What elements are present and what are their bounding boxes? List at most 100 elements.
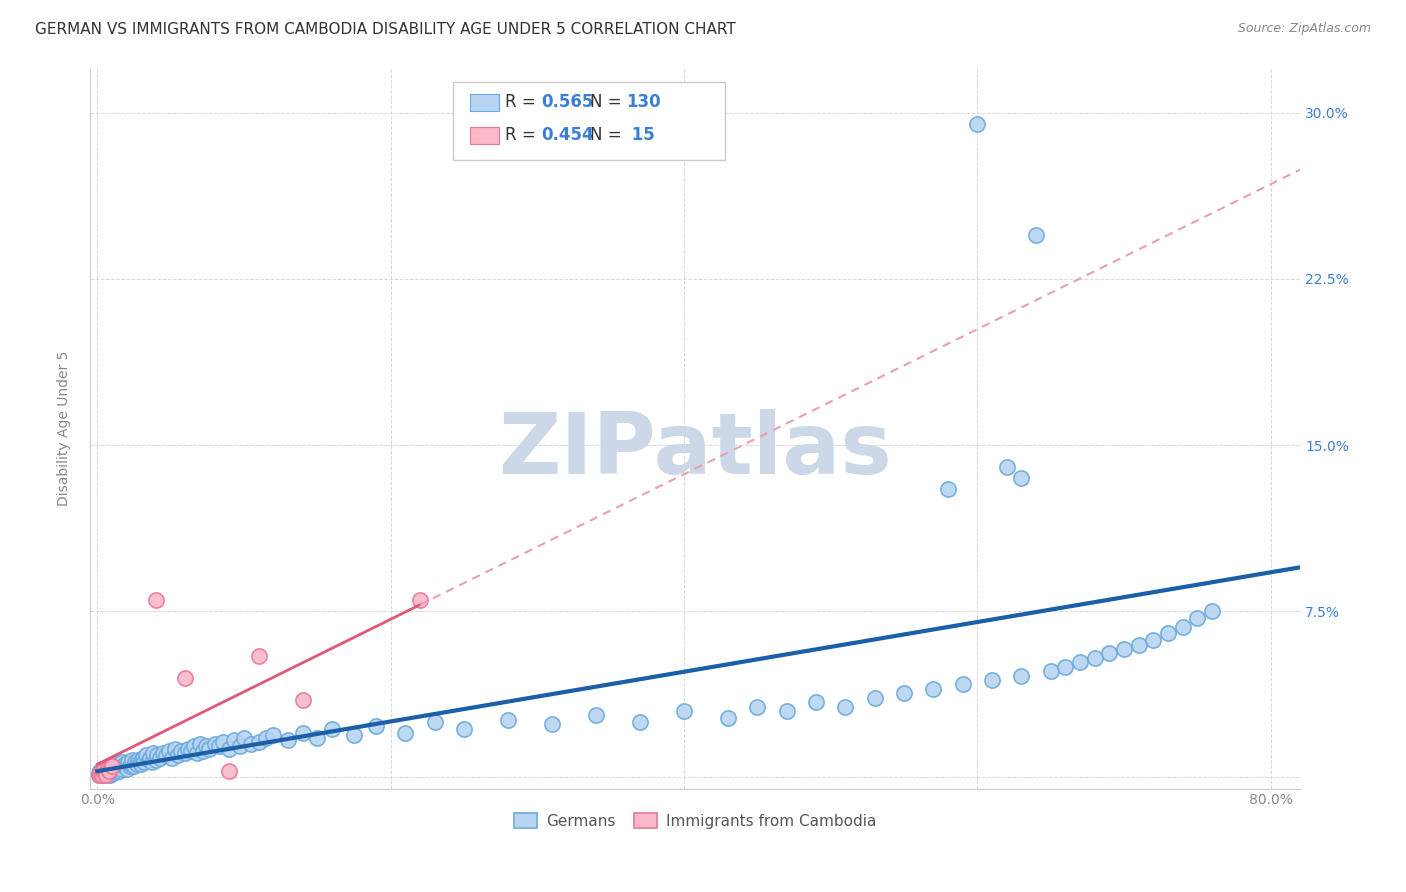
Point: [101, 759, 124, 773]
Point: [1112, 642, 1135, 657]
Point: [1128, 638, 1150, 652]
Point: [157, 744, 180, 758]
Point: [98, 766, 121, 780]
Point: [93, 766, 115, 780]
Point: [103, 766, 125, 780]
Point: [672, 704, 695, 718]
Point: [204, 737, 226, 751]
Point: [409, 593, 432, 607]
Point: [218, 741, 240, 756]
Point: [87, 766, 110, 780]
Point: [1069, 655, 1091, 669]
Point: [124, 755, 146, 769]
Point: [167, 748, 190, 763]
Point: [152, 746, 174, 760]
Point: [191, 744, 214, 758]
Point: [423, 714, 446, 729]
Text: ZIPatlas: ZIPatlas: [498, 409, 891, 491]
Point: [541, 717, 564, 731]
FancyBboxPatch shape: [470, 94, 499, 111]
Point: [107, 759, 129, 773]
Point: [145, 593, 167, 607]
Point: [122, 759, 145, 773]
Point: [94, 768, 117, 782]
Point: [90, 768, 112, 782]
Point: [628, 714, 651, 729]
Point: [98, 764, 121, 778]
Point: [247, 648, 270, 663]
Point: [128, 755, 150, 769]
Point: [110, 762, 132, 776]
Text: Source: ZipAtlas.com: Source: ZipAtlas.com: [1237, 22, 1371, 36]
Point: [218, 764, 240, 778]
Point: [222, 732, 245, 747]
Point: [186, 746, 208, 760]
Point: [112, 759, 135, 773]
Point: [87, 768, 110, 782]
Point: [108, 764, 131, 778]
Point: [96, 768, 118, 782]
Text: 0.454: 0.454: [541, 127, 593, 145]
Point: [114, 757, 136, 772]
Point: [96, 766, 118, 780]
Point: [1010, 668, 1032, 682]
Point: [170, 744, 193, 758]
Text: 130: 130: [626, 94, 661, 112]
Point: [91, 764, 114, 778]
Text: R =: R =: [505, 127, 541, 145]
Point: [1025, 227, 1047, 242]
Point: [262, 728, 284, 742]
Point: [101, 764, 124, 778]
Point: [1084, 650, 1107, 665]
Point: [197, 741, 219, 756]
Point: [233, 731, 256, 745]
Point: [188, 737, 211, 751]
Point: [343, 728, 366, 742]
Point: [307, 731, 329, 745]
Point: [89, 766, 111, 780]
Point: [776, 704, 799, 718]
Point: [94, 766, 117, 780]
Text: N =: N =: [589, 127, 627, 145]
Point: [89, 768, 111, 782]
Point: [1187, 611, 1209, 625]
Text: N =: N =: [589, 94, 627, 112]
Text: 0.565: 0.565: [541, 94, 593, 112]
Point: [90, 768, 112, 782]
Point: [364, 719, 387, 733]
Point: [585, 708, 607, 723]
Point: [149, 750, 172, 764]
Point: [247, 735, 270, 749]
FancyBboxPatch shape: [453, 82, 725, 160]
Point: [183, 739, 205, 754]
Point: [893, 686, 915, 700]
Point: [139, 750, 162, 764]
Point: [94, 764, 117, 778]
Point: [995, 460, 1018, 475]
Point: [104, 764, 127, 778]
Point: [93, 764, 115, 778]
Point: [453, 722, 475, 736]
Point: [89, 766, 111, 780]
Point: [87, 768, 110, 782]
Point: [91, 764, 114, 778]
Point: [96, 762, 118, 776]
FancyBboxPatch shape: [470, 127, 499, 145]
Point: [91, 768, 114, 782]
Point: [1054, 659, 1077, 673]
Point: [291, 726, 314, 740]
Point: [105, 762, 128, 776]
Point: [108, 757, 131, 772]
Point: [174, 746, 197, 760]
Y-axis label: Disability Age Under 5: Disability Age Under 5: [58, 351, 72, 507]
Point: [89, 764, 111, 778]
Point: [127, 753, 149, 767]
Point: [863, 690, 886, 705]
Point: [936, 483, 959, 497]
Point: [174, 671, 197, 685]
Point: [118, 759, 141, 773]
Point: [212, 735, 235, 749]
Point: [134, 755, 156, 769]
Point: [90, 768, 112, 782]
Point: [160, 750, 183, 764]
